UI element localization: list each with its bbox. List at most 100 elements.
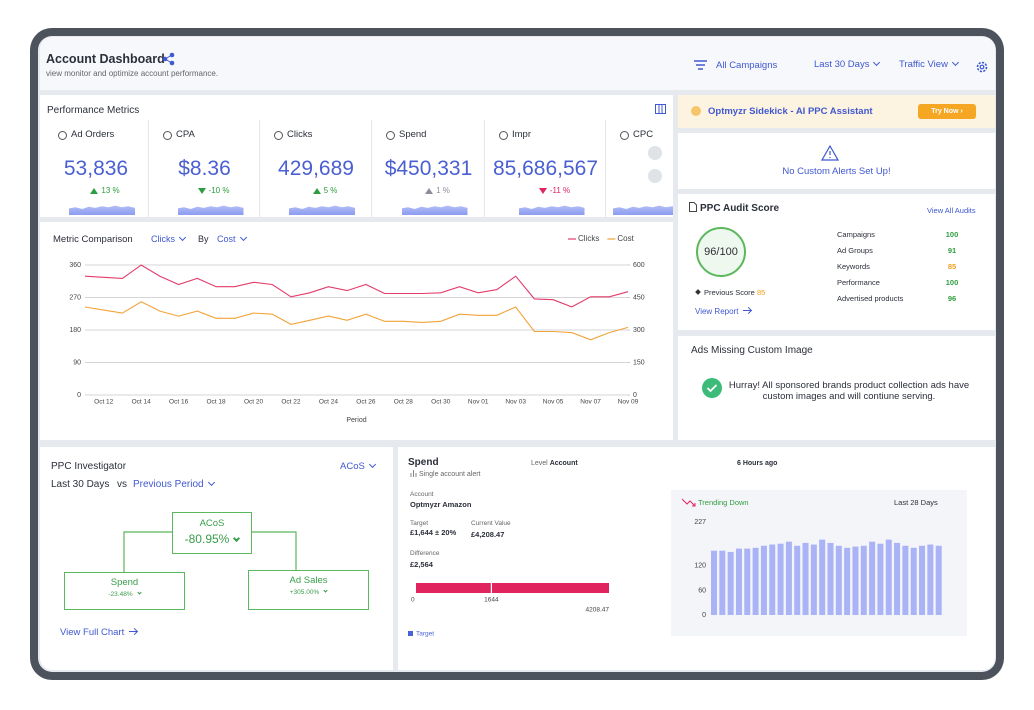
- updated-time: 6 Hours ago: [737, 460, 778, 467]
- metric-label: Clicks: [287, 129, 313, 140]
- campaign-filter[interactable]: All Campaigns: [716, 60, 778, 71]
- y-tick-label: 120: [694, 563, 706, 570]
- view-dropdown[interactable]: Traffic View: [899, 58, 959, 70]
- metric-label: CPA: [176, 129, 195, 140]
- sparkline: [69, 205, 135, 215]
- metric-card[interactable]: Impr 85,686,567 -11 %: [484, 120, 606, 217]
- metric-dropdown[interactable]: ACoS: [340, 460, 376, 472]
- x-axis-label: Period: [346, 417, 366, 424]
- level: Level Account: [531, 460, 578, 467]
- x-tick-label: Oct 22: [281, 399, 301, 406]
- change-arrow: [312, 187, 321, 194]
- view-all-audits[interactable]: View All Audits: [927, 206, 976, 215]
- scroll-right[interactable]: [648, 169, 662, 183]
- missing-image-title: Ads Missing Custom Image: [691, 345, 813, 356]
- bar: [827, 542, 834, 615]
- bar: [744, 548, 751, 615]
- filter-icon[interactable]: [694, 60, 708, 71]
- x-tick-label: Oct 26: [356, 399, 376, 406]
- bar: [769, 544, 776, 615]
- x-tick-label: Oct 12: [94, 399, 114, 406]
- date-range-dropdown[interactable]: Last 30 Days: [814, 58, 881, 70]
- tree-root[interactable]: ACoS -80.95%: [172, 512, 252, 554]
- x-tick-label: Oct 20: [244, 399, 264, 406]
- y2-tick-label: 0: [633, 392, 637, 399]
- audit-row-value: 100: [945, 278, 959, 287]
- metric-card[interactable]: CPC: [605, 120, 673, 217]
- period: Last 30 Days: [51, 479, 110, 490]
- y2-tick-label: 150: [633, 359, 645, 366]
- field-label: Target: [410, 520, 429, 527]
- sidekick-title: Optmyzr Sidekick - AI PPC Assistant: [708, 106, 873, 117]
- metric-card[interactable]: Spend $450,331 1 %: [371, 120, 485, 217]
- bar: [777, 543, 784, 615]
- x-tick-label: Oct 14: [132, 399, 152, 406]
- field-value: £4,208.47: [471, 530, 505, 539]
- node-label: ACoS: [199, 518, 225, 529]
- chart-title: Trending Down: [698, 498, 749, 507]
- bar: [760, 545, 767, 615]
- metric-icon: [274, 131, 283, 140]
- try-now-button[interactable]: Try Now ›: [918, 104, 976, 119]
- x-tick-label: Oct 30: [431, 399, 451, 406]
- change-text: 1 %: [436, 186, 450, 195]
- change-text: 5 %: [323, 186, 338, 195]
- bullet-bar: [416, 583, 609, 593]
- share-icon[interactable]: [162, 52, 176, 66]
- columns-icon[interactable]: [655, 104, 666, 114]
- bar: [894, 542, 901, 615]
- tree-node[interactable]: Ad Sales +305.00%: [248, 570, 369, 610]
- metric-selected: Cost: [217, 234, 236, 244]
- y-tick-label: 60: [698, 587, 706, 594]
- field-value: Optmyzr Amazon: [410, 500, 472, 509]
- metric-change: 13 %: [44, 187, 148, 195]
- arrow: [129, 630, 138, 632]
- previous-score: Previous Score 85: [704, 289, 765, 297]
- node-label: Spend: [110, 577, 139, 588]
- x-tick-label: Nov 09: [618, 399, 639, 406]
- metric-dropdown[interactable]: Cost: [217, 233, 247, 244]
- metric-card[interactable]: Clicks 429,689 5 %: [259, 120, 372, 217]
- performance-panel: [40, 95, 673, 217]
- comparison-dropdown[interactable]: Previous Period: [133, 478, 215, 490]
- link-text: View Report: [695, 307, 739, 316]
- y2-tick-label: 300: [633, 327, 645, 334]
- scroll-left[interactable]: [648, 146, 662, 160]
- node-value: +305.00%: [249, 588, 368, 596]
- metric-icon: [58, 131, 67, 140]
- audit-row-value: 100: [945, 230, 959, 239]
- settings-icon[interactable]: [975, 60, 989, 74]
- spend-title: Spend: [408, 457, 439, 468]
- bar: [860, 545, 867, 615]
- level-label: Level: [531, 460, 548, 467]
- view-full-chart-link[interactable]: View Full Chart: [60, 628, 138, 638]
- node-value: -23.48%: [65, 590, 184, 598]
- investigator-panel: [40, 447, 393, 670]
- audit-title: PPC Audit Score: [700, 203, 780, 214]
- view-report-link[interactable]: View Report: [695, 307, 752, 316]
- sidekick-icon: [691, 106, 701, 116]
- metric-card[interactable]: CPA $8.36 -10 %: [148, 120, 260, 217]
- bar: [802, 542, 809, 615]
- audit-row-value: 91: [947, 246, 957, 255]
- metric-icon: [163, 131, 172, 140]
- x-tick-label: 0: [411, 597, 415, 604]
- change-text: 13 %: [101, 186, 120, 195]
- field-label: Account: [410, 491, 434, 498]
- alert-icon: [410, 470, 417, 477]
- legend-swatch: [408, 631, 413, 636]
- y-tick-label: 0: [77, 392, 81, 399]
- tree-node[interactable]: Spend -23.48%: [64, 572, 185, 610]
- y2-tick-label: 450: [633, 294, 645, 301]
- metric-dropdown[interactable]: Clicks: [151, 233, 187, 244]
- metric-card[interactable]: Ad Orders 53,836 13 %: [44, 120, 148, 217]
- investigator-title: PPC Investigator: [51, 461, 127, 472]
- bar: [794, 545, 801, 615]
- bar: [735, 548, 742, 615]
- comparison-period: Previous Period: [133, 479, 204, 490]
- y-tick-label: 90: [73, 359, 81, 366]
- legend-label: Target: [416, 631, 434, 638]
- metric-label: CPC: [633, 129, 654, 140]
